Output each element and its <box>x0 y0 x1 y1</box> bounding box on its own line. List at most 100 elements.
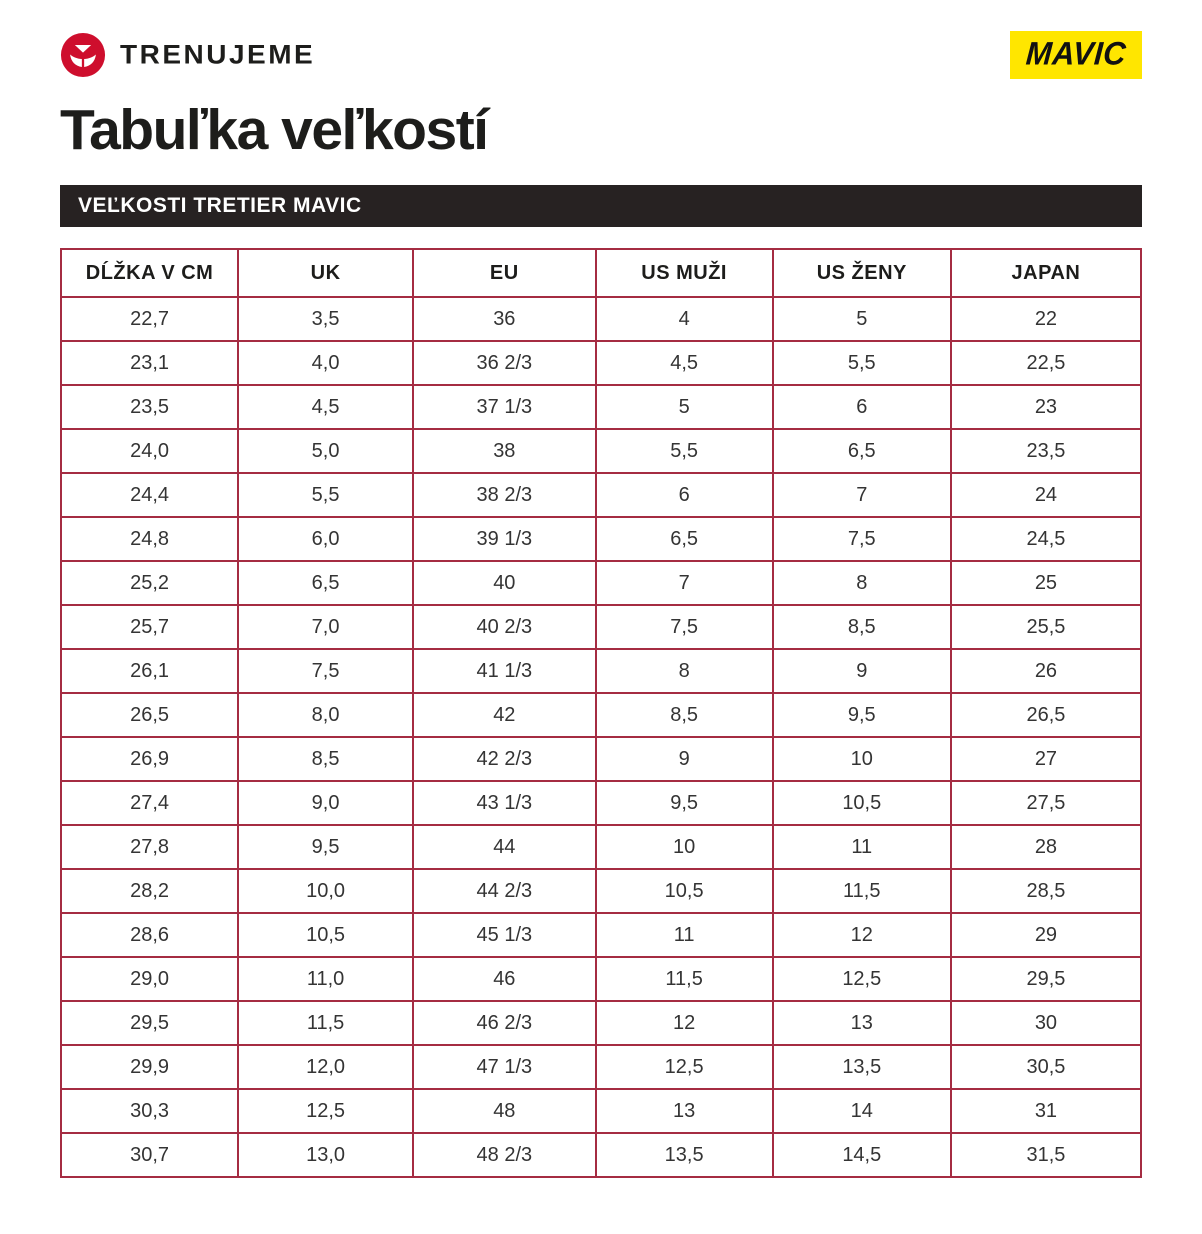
table-cell: 10 <box>771 736 952 782</box>
table-cell: 45 1/3 <box>412 912 597 958</box>
table-cell: 12,5 <box>237 1088 415 1134</box>
table-cell: 5,5 <box>237 472 415 518</box>
table-cell: 31,5 <box>949 1132 1143 1178</box>
table-cell: 27,4 <box>59 780 240 826</box>
table-cell: 13 <box>771 1000 952 1046</box>
table-row: 29,9 12,0 47 1/3 12,5 13,5 30,5 <box>59 1044 1143 1090</box>
table-cell: 13 <box>594 1088 774 1134</box>
table-cell: 8,5 <box>771 604 952 650</box>
table-row: 24,4 5,5 38 2/3 6 7 24 <box>59 472 1143 518</box>
table-cell: 28,2 <box>59 868 240 914</box>
table-cell: 23,5 <box>949 428 1143 474</box>
table-cell: 8,0 <box>237 692 415 738</box>
table-cell: 24 <box>949 472 1143 518</box>
table-cell: 4,5 <box>594 340 774 386</box>
column-header: EU <box>412 248 597 298</box>
table-cell: 29,5 <box>949 956 1143 1002</box>
table-row: 30,7 13,0 48 2/3 13,5 14,5 31,5 <box>59 1132 1143 1178</box>
table-cell: 9,5 <box>237 824 415 870</box>
table-cell: 6,5 <box>237 560 415 606</box>
table-cell: 6 <box>594 472 774 518</box>
table-cell: 10,0 <box>237 868 415 914</box>
table-body: 22,7 3,5 36 4 5 22 23,1 4,0 36 2/3 4,5 5,5 22,5 23,5… <box>59 296 1143 1178</box>
table-cell: 29,9 <box>59 1044 240 1090</box>
table-row: 23,5 4,5 37 1/3 5 6 23 <box>59 384 1143 430</box>
table-cell: 25,5 <box>949 604 1143 650</box>
table-cell: 24,8 <box>59 516 240 562</box>
table-cell: 36 <box>412 296 597 342</box>
table-row: 28,6 10,5 45 1/3 11 12 29 <box>59 912 1143 958</box>
table-cell: 30,5 <box>949 1044 1143 1090</box>
table-cell: 5,0 <box>237 428 415 474</box>
table-cell: 24,4 <box>59 472 240 518</box>
table-cell: 4 <box>594 296 774 342</box>
table-cell: 36 2/3 <box>412 340 597 386</box>
table-cell: 25,2 <box>59 560 240 606</box>
table-cell: 7,5 <box>237 648 415 694</box>
table-cell: 13,5 <box>594 1132 774 1178</box>
table-cell: 13,0 <box>237 1132 415 1178</box>
table-row: 26,9 8,5 42 2/3 9 10 27 <box>59 736 1143 782</box>
table-cell: 46 2/3 <box>412 1000 597 1046</box>
table-cell: 7,5 <box>594 604 774 650</box>
table-cell: 9,5 <box>594 780 774 826</box>
column-header: JAPAN <box>949 248 1143 298</box>
table-cell: 46 <box>412 956 597 1002</box>
table-cell: 8,5 <box>594 692 774 738</box>
table-row: 26,1 7,5 41 1/3 8 9 26 <box>59 648 1143 694</box>
trenujeme-wordmark: TRENUJEME <box>120 39 316 70</box>
table-row: 29,5 11,5 46 2/3 12 13 30 <box>59 1000 1143 1046</box>
table-cell: 6,0 <box>237 516 415 562</box>
table-cell: 29 <box>949 912 1143 958</box>
trenujeme-circle-icon <box>60 32 106 78</box>
table-cell: 27 <box>949 736 1143 782</box>
table-cell: 7,5 <box>771 516 952 562</box>
table-row: 25,2 6,5 40 7 8 25 <box>59 560 1143 606</box>
table-cell: 22 <box>949 296 1143 342</box>
section-header-bar: VEĽKOSTI TRETIER MAVIC <box>60 185 1142 227</box>
table-cell: 9 <box>594 736 774 782</box>
table-cell: 30,3 <box>59 1088 240 1134</box>
column-header: DĹŽKA V CM <box>59 248 240 298</box>
table-cell: 11 <box>771 824 952 870</box>
size-table: DĹŽKA V CM UK EU US MUŽI US ŽENY JAPAN 22,7 3,… <box>59 248 1143 1178</box>
table-cell: 42 <box>412 692 597 738</box>
table-row: 25,7 7,0 40 2/3 7,5 8,5 25,5 <box>59 604 1143 650</box>
table-cell: 26,5 <box>59 692 240 738</box>
table-cell: 38 2/3 <box>412 472 597 518</box>
table-cell: 29,5 <box>59 1000 240 1046</box>
table-cell: 12,0 <box>237 1044 415 1090</box>
table-cell: 6 <box>771 384 952 430</box>
table-cell: 5,5 <box>771 340 952 386</box>
table-cell: 31 <box>949 1088 1143 1134</box>
table-cell: 26,1 <box>59 648 240 694</box>
table-cell: 24,0 <box>59 428 240 474</box>
table-cell: 37 1/3 <box>412 384 597 430</box>
page-title: Tabuľka veľkostí <box>60 98 489 162</box>
table-header-row: DĹŽKA V CM UK EU US MUŽI US ŽENY JAPAN <box>59 248 1143 298</box>
table-cell: 23,5 <box>59 384 240 430</box>
table-cell: 27,5 <box>949 780 1143 826</box>
column-header: UK <box>237 248 415 298</box>
table-cell: 12 <box>594 1000 774 1046</box>
table-cell: 5 <box>771 296 952 342</box>
table-cell: 8 <box>771 560 952 606</box>
table-cell: 43 1/3 <box>412 780 597 826</box>
table-cell: 44 <box>412 824 597 870</box>
table-row: 29,0 11,0 46 11,5 12,5 29,5 <box>59 956 1143 1002</box>
table-cell: 10 <box>594 824 774 870</box>
table-cell: 30 <box>949 1000 1143 1046</box>
table-cell: 23 <box>949 384 1143 430</box>
table-row: 24,0 5,0 38 5,5 6,5 23,5 <box>59 428 1143 474</box>
table-cell: 12,5 <box>771 956 952 1002</box>
table-cell: 13,5 <box>771 1044 952 1090</box>
table-cell: 4,5 <box>237 384 415 430</box>
table-cell: 9,5 <box>771 692 952 738</box>
table-cell: 14 <box>771 1088 952 1134</box>
table-cell: 22,5 <box>949 340 1143 386</box>
table-cell: 38 <box>412 428 597 474</box>
table-cell: 11,5 <box>594 956 774 1002</box>
table-cell: 7 <box>771 472 952 518</box>
table-cell: 5 <box>594 384 774 430</box>
table-cell: 14,5 <box>771 1132 952 1178</box>
